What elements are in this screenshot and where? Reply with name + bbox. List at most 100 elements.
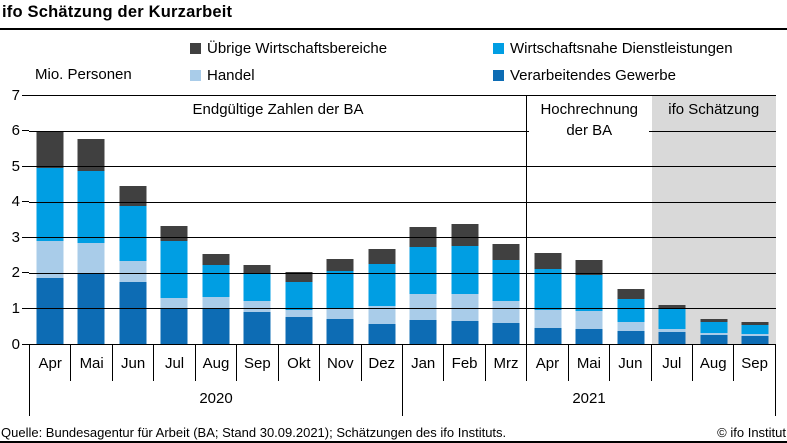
y-axis-tick xyxy=(22,201,29,203)
bar-slot-aug-4 xyxy=(195,95,237,344)
bar-segment xyxy=(451,245,479,294)
year-label-2020: 2020 xyxy=(29,381,402,416)
bar-segment xyxy=(119,261,147,282)
bar-slot-dez-8 xyxy=(361,95,403,344)
y-axis-tick xyxy=(22,307,29,309)
y-axis-tick xyxy=(22,272,29,274)
copyright-note: © ifo Institut xyxy=(717,425,786,440)
bar-segment xyxy=(575,275,603,311)
bar-slot-aug-16 xyxy=(693,95,735,344)
y-axis-label-6: 6 xyxy=(11,122,20,140)
month-label-mai-1: Mai xyxy=(70,345,111,381)
bar-segment xyxy=(409,293,437,320)
legend-label: Handel xyxy=(207,67,255,84)
footer: Quelle: Bundesagentur für Arbeit (BA; St… xyxy=(0,425,787,440)
stacked-bar xyxy=(36,95,64,344)
month-label-aug-4: Aug xyxy=(194,345,236,381)
bar-segment xyxy=(741,333,769,336)
stacked-bar xyxy=(285,95,313,344)
bar-segment xyxy=(451,223,479,246)
legend-label: Übrige Wirtschaftsbereiche xyxy=(207,40,388,57)
x-axis-year-row: 2020 2021 xyxy=(29,381,776,416)
bar-segment xyxy=(409,246,437,294)
bar-segment xyxy=(202,264,230,297)
bar-segment xyxy=(700,319,728,323)
bar-slot-jun-2 xyxy=(112,95,154,344)
gridline-y1 xyxy=(29,308,776,310)
y-axis-tick xyxy=(22,165,29,167)
bar-segment xyxy=(409,226,437,247)
bar-segment xyxy=(326,319,354,344)
bar-segment xyxy=(575,310,603,330)
legend-swatch-uebrige xyxy=(190,43,201,54)
bar-segment xyxy=(368,248,396,264)
gridline-y7 xyxy=(29,95,776,96)
legend-item-handel: Handel xyxy=(190,67,255,84)
bar-segment xyxy=(36,167,64,241)
bar-segment xyxy=(534,268,562,310)
month-label-sep-17: Sep xyxy=(733,345,776,381)
bar-segment xyxy=(451,293,479,321)
legend-swatch-verarbeitendes xyxy=(493,70,504,81)
bar-segment xyxy=(700,334,728,344)
bar-segment xyxy=(202,308,230,344)
gridline-y2 xyxy=(29,272,776,274)
bar-slot-jul-3 xyxy=(154,95,196,344)
bar-segment xyxy=(243,265,271,273)
bar-segment xyxy=(492,301,520,324)
section-label: Hochrechnung der BA xyxy=(527,99,652,141)
bar-segment xyxy=(451,320,479,344)
bar-segment xyxy=(658,329,686,333)
legend-item-verarbeitendes-gewerbe: Verarbeitendes Gewerbe xyxy=(493,67,676,84)
month-label-apr-0: Apr xyxy=(29,345,70,381)
stacked-bar xyxy=(700,95,728,344)
stacked-bar xyxy=(243,95,271,344)
bar-segment xyxy=(741,325,769,334)
bar-segment xyxy=(285,316,313,344)
bar-slot-apr-0 xyxy=(29,95,71,344)
bar-slot-jun-14 xyxy=(610,95,652,344)
bar-segment xyxy=(658,305,686,309)
bar-segment xyxy=(285,272,313,283)
bar-segment xyxy=(741,335,769,344)
ifo-estimate-shaded-region xyxy=(651,95,776,344)
bar-segment xyxy=(36,278,64,344)
bar-segment xyxy=(617,298,645,322)
legend-label: Verarbeitendes Gewerbe xyxy=(510,67,676,84)
bar-segment xyxy=(119,206,147,262)
month-label-jan-9: Jan xyxy=(401,345,443,381)
month-label-okt-6: Okt xyxy=(277,345,319,381)
stacked-bar xyxy=(368,95,396,344)
stacked-bar xyxy=(617,95,645,344)
bar-segment xyxy=(575,329,603,344)
x-axis-month-row: Apr Mai Jun Jul Aug Sep Okt Nov Dez Jan Feb Mrz Apr M… xyxy=(29,345,776,381)
y-axis-tick xyxy=(22,343,29,345)
bar-slot-mrz-11 xyxy=(486,95,528,344)
title-bar: ifo Schätzung der Kurzarbeit xyxy=(0,0,787,30)
bar-segment xyxy=(368,324,396,344)
month-label-jun-14: Jun xyxy=(609,345,650,381)
stacked-bar xyxy=(658,95,686,344)
bar-segment xyxy=(202,296,230,309)
bar-segment xyxy=(77,139,105,172)
bar-segment xyxy=(119,185,147,206)
month-label-jul-15: Jul xyxy=(650,345,692,381)
bar-segment xyxy=(700,332,728,335)
bar-segment xyxy=(326,271,354,309)
bar-slot-sep-5 xyxy=(237,95,279,344)
bar-slot-okt-6 xyxy=(278,95,320,344)
bar-segment xyxy=(77,272,105,344)
stacked-bar xyxy=(492,95,520,344)
y-axis-tick xyxy=(22,94,29,96)
source-note: Quelle: Bundesagentur für Arbeit (BA; St… xyxy=(1,425,507,440)
bar-segment xyxy=(77,171,105,243)
legend-swatch-wirtschaftsnahe xyxy=(493,43,504,54)
stacked-bar xyxy=(202,95,230,344)
bar-segment xyxy=(119,281,147,344)
bar-segment xyxy=(326,308,354,320)
legend-item-uebrige-wirtschaftsbereiche: Übrige Wirtschaftsbereiche xyxy=(190,40,387,57)
bar-segment xyxy=(160,225,188,241)
stacked-bar xyxy=(160,95,188,344)
page-title: ifo Schätzung der Kurzarbeit xyxy=(2,3,233,21)
bar-slot-nov-7 xyxy=(320,95,362,344)
